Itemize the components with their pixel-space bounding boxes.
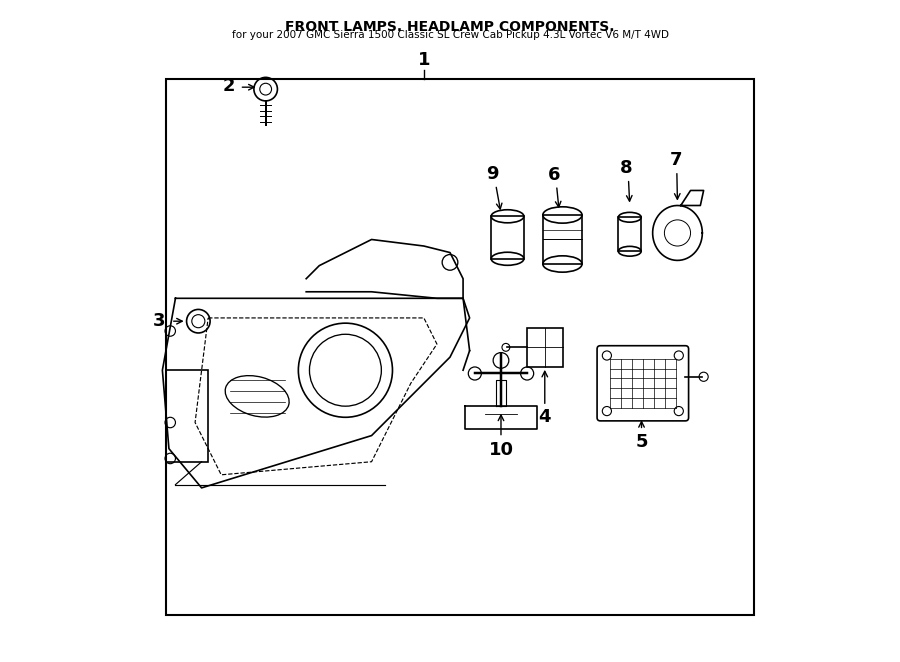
Bar: [526, 328, 562, 367]
Text: 2: 2: [223, 77, 235, 95]
Text: 5: 5: [635, 433, 648, 451]
Text: 7: 7: [670, 151, 682, 169]
Bar: [618, 217, 641, 252]
Bar: [166, 370, 208, 461]
Text: 9: 9: [486, 165, 499, 183]
Text: 4: 4: [538, 408, 551, 426]
Bar: [491, 216, 524, 259]
Text: for your 2007 GMC Sierra 1500 Classic SL Crew Cab Pickup 4.3L Vortec V6 M/T 4WD: for your 2007 GMC Sierra 1500 Classic SL…: [231, 30, 669, 40]
Text: 3: 3: [153, 312, 166, 330]
Text: 6: 6: [548, 166, 561, 185]
Text: 8: 8: [620, 159, 633, 177]
Circle shape: [502, 344, 509, 352]
Text: 1: 1: [418, 51, 430, 69]
Bar: [543, 215, 582, 264]
Bar: [166, 79, 754, 616]
Text: FRONT LAMPS. HEADLAMP COMPONENTS.: FRONT LAMPS. HEADLAMP COMPONENTS.: [285, 20, 615, 34]
Text: 10: 10: [489, 441, 514, 459]
